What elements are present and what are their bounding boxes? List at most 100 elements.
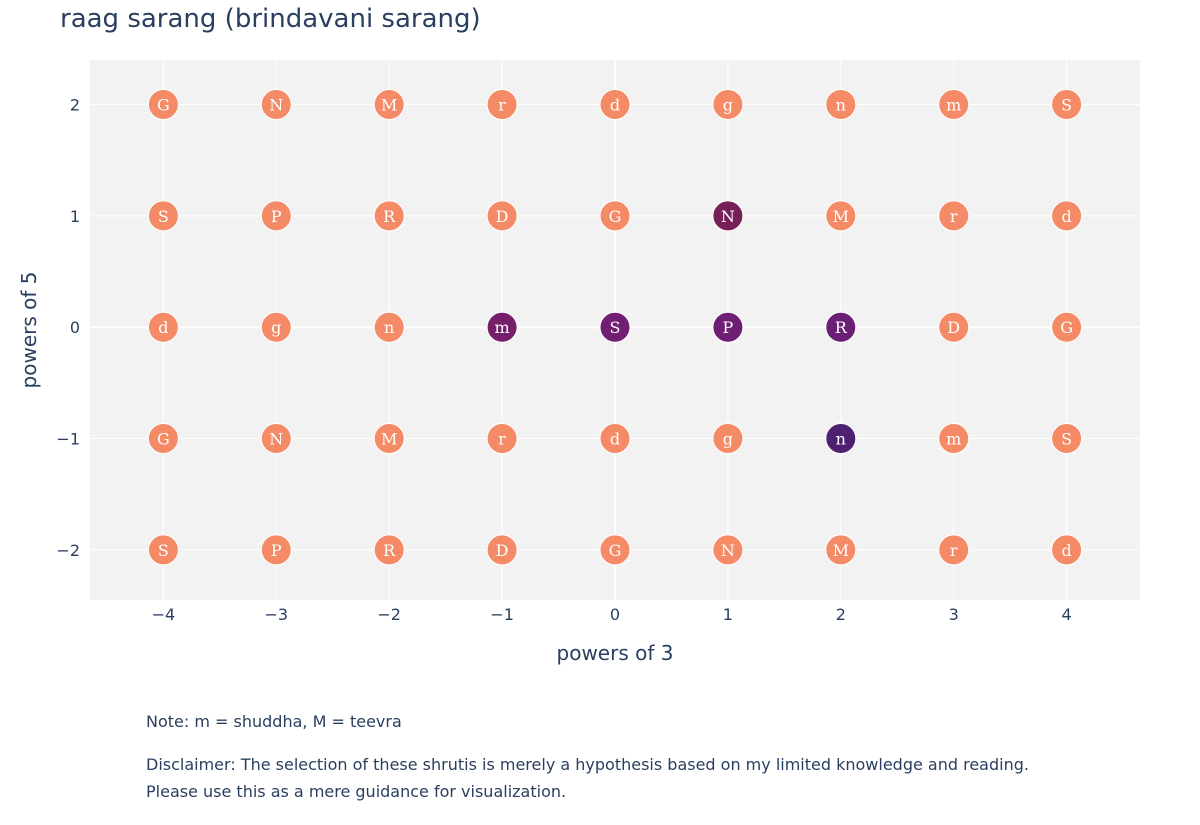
data-point: r xyxy=(938,200,970,232)
data-point-marker xyxy=(373,423,405,455)
data-point-marker xyxy=(260,89,292,121)
data-point-label: G xyxy=(1060,318,1073,337)
data-point-label: R xyxy=(835,318,848,337)
data-point-marker xyxy=(1051,534,1083,566)
data-point: G xyxy=(147,89,179,121)
data-point: P xyxy=(712,311,744,343)
data-point-marker xyxy=(1051,423,1083,455)
data-point-marker xyxy=(147,89,179,121)
data-point: R xyxy=(373,200,405,232)
data-point-marker xyxy=(1051,200,1083,232)
data-point: S xyxy=(599,311,631,343)
data-point: m xyxy=(938,89,970,121)
x-tick-label: 0 xyxy=(610,605,620,624)
data-point-label: m xyxy=(946,430,961,449)
data-point: d xyxy=(1051,534,1083,566)
data-point: r xyxy=(486,89,518,121)
data-point-label: M xyxy=(381,96,397,115)
data-point: R xyxy=(825,311,857,343)
data-point: G xyxy=(599,200,631,232)
data-point-marker xyxy=(373,311,405,343)
data-point-label: M xyxy=(833,207,849,226)
data-point-marker xyxy=(938,423,970,455)
data-point-marker xyxy=(825,200,857,232)
data-point-label: N xyxy=(721,541,735,560)
data-point: D xyxy=(486,534,518,566)
data-point-label: r xyxy=(498,96,506,115)
data-point: d xyxy=(599,89,631,121)
data-point-label: S xyxy=(1061,96,1072,115)
data-point: g xyxy=(260,311,292,343)
data-point: S xyxy=(1051,89,1083,121)
y-tick-label: 0 xyxy=(70,318,80,337)
data-point-marker xyxy=(486,423,518,455)
x-tick-label: −1 xyxy=(490,605,514,624)
data-point: N xyxy=(260,423,292,455)
data-point-label: P xyxy=(271,207,282,226)
data-point-marker xyxy=(373,534,405,566)
data-point-label: S xyxy=(158,541,169,560)
y-tick-label: 1 xyxy=(70,207,80,226)
data-point-marker xyxy=(1051,89,1083,121)
chart-title: raag sarang (brindavani sarang) xyxy=(60,4,481,34)
data-point-marker xyxy=(260,534,292,566)
data-point-label: S xyxy=(158,207,169,226)
data-point-label: D xyxy=(496,541,509,560)
data-point-marker xyxy=(712,311,744,343)
data-point-label: d xyxy=(610,96,620,115)
data-point-label: d xyxy=(1061,541,1071,560)
data-point-label: r xyxy=(950,207,958,226)
disclaimer-line-2: Please use this as a mere guidance for v… xyxy=(146,782,567,801)
y-axis-ticks: −2 −1 0 1 2 xyxy=(56,96,80,560)
data-point-label: m xyxy=(495,318,510,337)
x-tick-label: 3 xyxy=(949,605,959,624)
data-point: S xyxy=(1051,423,1083,455)
data-point-marker xyxy=(373,200,405,232)
data-point: M xyxy=(373,89,405,121)
data-point-label: d xyxy=(158,318,168,337)
data-point-label: d xyxy=(610,430,620,449)
data-point: G xyxy=(147,423,179,455)
data-point-marker xyxy=(1051,311,1083,343)
data-point: N xyxy=(712,534,744,566)
y-tick-label: −1 xyxy=(56,430,80,449)
data-point-marker xyxy=(260,200,292,232)
data-point-marker xyxy=(486,311,518,343)
data-point: M xyxy=(825,534,857,566)
data-point-marker xyxy=(486,89,518,121)
data-point-marker xyxy=(147,311,179,343)
x-tick-label: 1 xyxy=(723,605,733,624)
disclaimer-line-1: Disclaimer: The selection of these shrut… xyxy=(146,755,1029,774)
x-tick-label: −3 xyxy=(264,605,288,624)
x-tick-label: −2 xyxy=(377,605,401,624)
data-point: N xyxy=(260,89,292,121)
data-point-marker xyxy=(825,89,857,121)
x-tick-label: 2 xyxy=(836,605,846,624)
data-point: r xyxy=(486,423,518,455)
data-point-label: m xyxy=(946,96,961,115)
data-point: g xyxy=(712,89,744,121)
data-point-marker xyxy=(260,423,292,455)
data-point-marker xyxy=(147,534,179,566)
x-axis-ticks: −4 −3 −2 −1 0 1 2 3 4 xyxy=(152,605,1072,624)
data-point-marker xyxy=(599,423,631,455)
data-point-label: n xyxy=(384,318,394,337)
data-point-marker xyxy=(938,200,970,232)
data-point: S xyxy=(147,200,179,232)
data-point: N xyxy=(712,200,744,232)
data-point: d xyxy=(1051,200,1083,232)
data-point-marker xyxy=(599,311,631,343)
data-point-label: D xyxy=(947,318,960,337)
data-point-marker xyxy=(599,200,631,232)
data-point-marker xyxy=(599,534,631,566)
data-point-label: d xyxy=(1061,207,1071,226)
data-point-marker xyxy=(712,534,744,566)
data-point: P xyxy=(260,200,292,232)
x-tick-label: 4 xyxy=(1062,605,1072,624)
data-point-label: R xyxy=(383,541,396,560)
data-point: n xyxy=(373,311,405,343)
y-axis-label: powers of 5 xyxy=(17,272,41,389)
data-point-label: P xyxy=(271,541,282,560)
